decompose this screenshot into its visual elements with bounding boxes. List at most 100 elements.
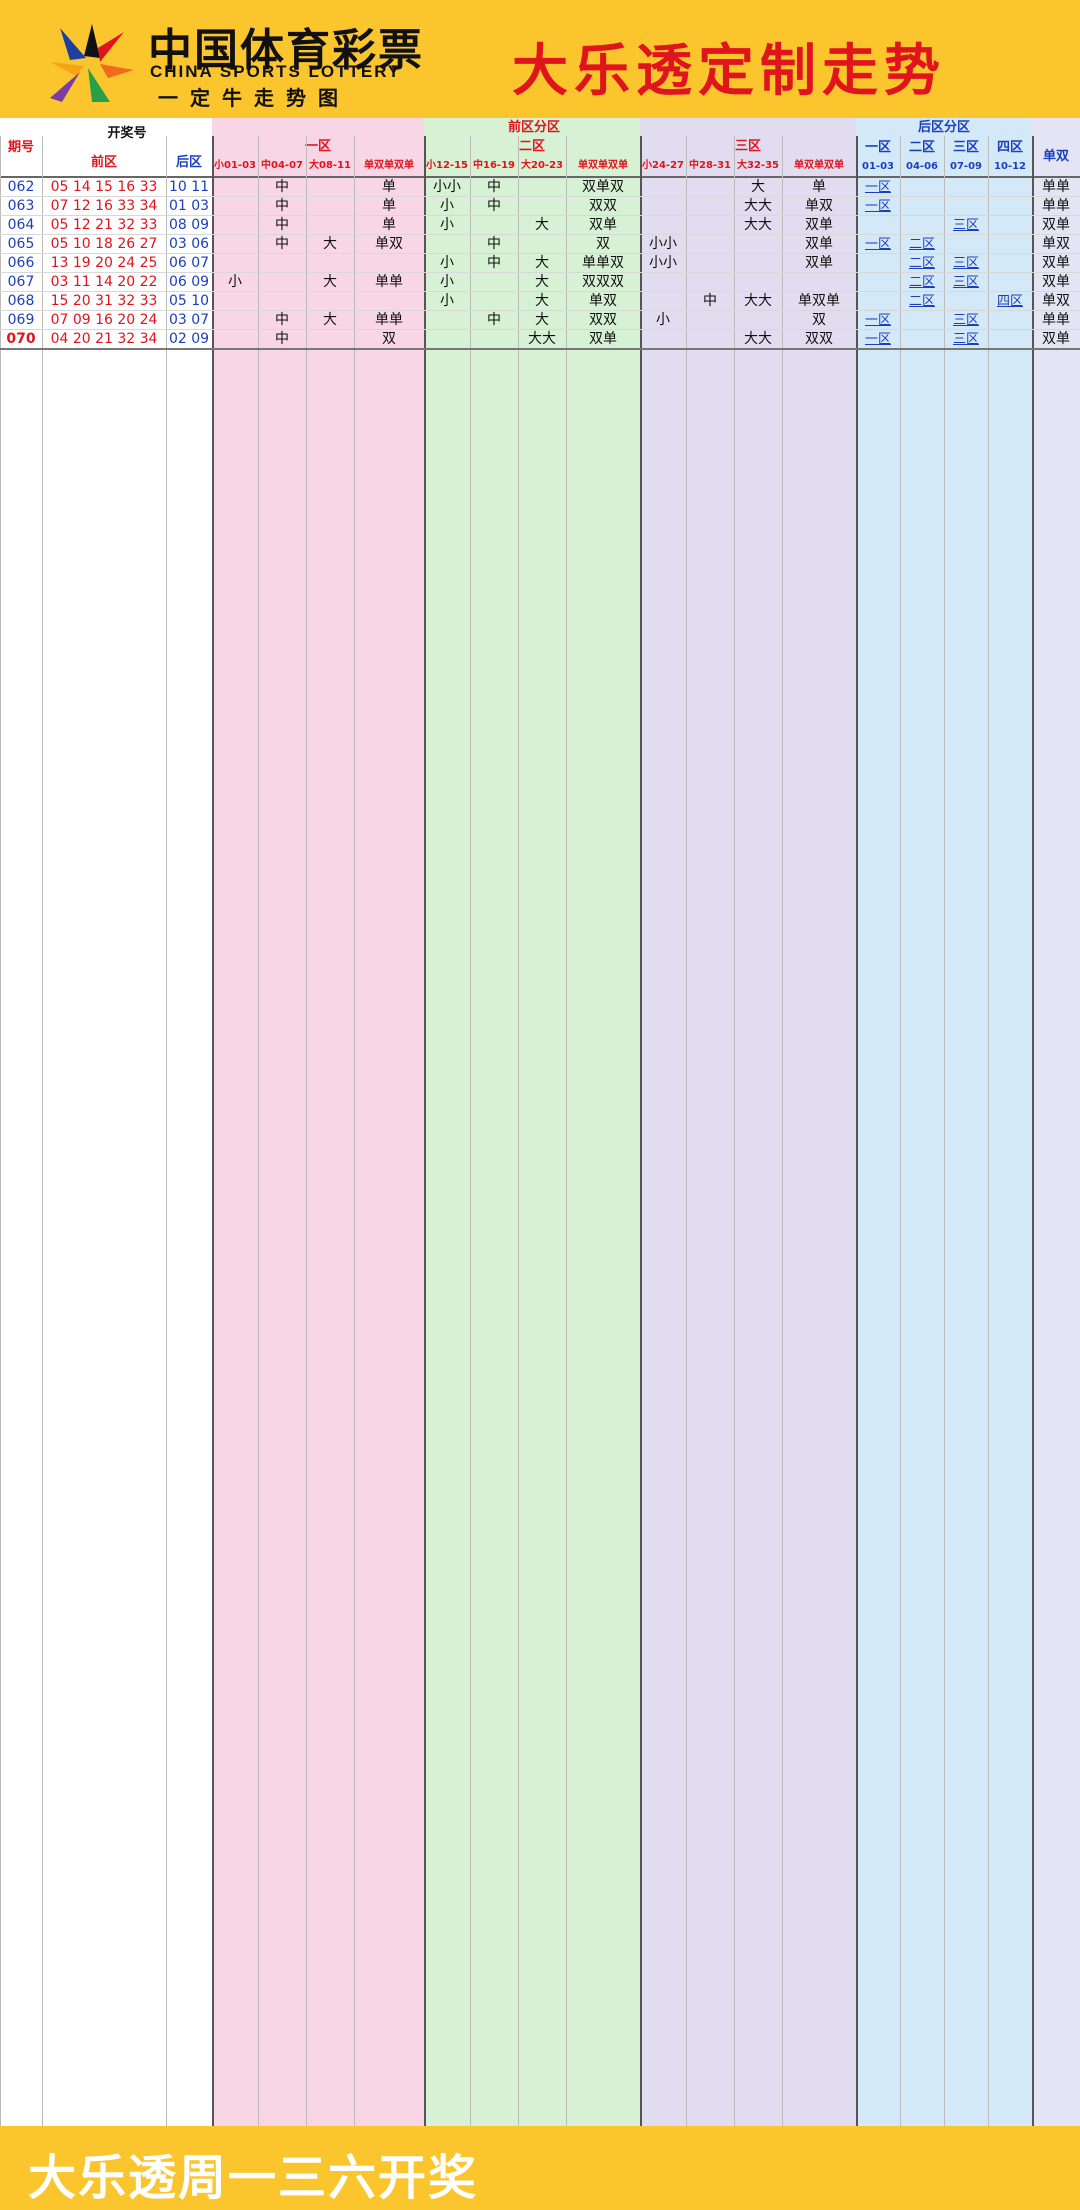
column-divider [856, 136, 858, 2126]
table-cell: 单双 [805, 198, 833, 214]
back-zone-header: 后区分区 [917, 119, 970, 135]
column-divider [900, 136, 901, 2126]
table-cell: 双单 [805, 236, 833, 252]
table-cell [470, 216, 518, 235]
table-cell: 三区 [952, 275, 979, 290]
zone-subheader: 大08-11 [309, 160, 351, 171]
table-cell: 小 [440, 198, 454, 214]
table-cell: 大大 [744, 217, 772, 233]
table-cell [518, 197, 566, 216]
table-cell: 大大 [744, 293, 772, 309]
table-cell [640, 273, 686, 292]
table-cell: 单双 [589, 293, 617, 309]
back-zone-subheader: 三区 [952, 139, 979, 155]
table-cell: 中 [275, 312, 289, 328]
table-cell [686, 311, 734, 330]
table-cell [734, 273, 782, 292]
zone2-background [424, 118, 640, 2126]
table-cell: 小 [228, 274, 242, 290]
table-cell: 08 09 [168, 217, 210, 233]
table-cell: 双双 [805, 331, 833, 347]
column-divider [782, 136, 783, 2126]
table-cell [734, 254, 782, 273]
table-cell: 双 [812, 312, 826, 328]
draw-number-header: 开奖号 [107, 125, 147, 141]
row-divider [0, 272, 1080, 273]
table-cell: 双单 [1042, 331, 1070, 347]
zone-subheader: 中04-07 [261, 160, 303, 171]
table-cell: 双 [596, 236, 610, 252]
table-cell: 小 [440, 293, 454, 309]
table-cell: 中 [703, 293, 717, 309]
table-cell: 067 [7, 274, 35, 290]
back-zone-subheader: 二区 [908, 139, 935, 155]
table-cell: 双双双 [582, 274, 624, 290]
table-cell [734, 311, 782, 330]
table-cell [470, 292, 518, 311]
table-cell [988, 254, 1032, 273]
column-divider [686, 136, 687, 2126]
table-cell: 二区 [908, 294, 935, 309]
table-cell: 中 [487, 179, 501, 195]
zone-subheader: 中16-19 [473, 160, 515, 171]
table-cell: 15 20 31 32 33 [50, 293, 158, 309]
table-cell: 三区 [952, 256, 979, 271]
zone-subheader: 大32-35 [737, 160, 779, 171]
row-divider [0, 253, 1080, 254]
table-cell [856, 273, 900, 292]
table-cell: 双单 [1042, 217, 1070, 233]
row-divider [0, 310, 1080, 311]
table-cell: 04 20 21 32 34 [50, 331, 158, 347]
table-cell: 065 [7, 236, 35, 252]
table-cell: 070 [6, 331, 36, 347]
table-cell [212, 197, 258, 216]
logo-subtitle: 一定牛走势图 [158, 86, 350, 110]
odd-even-header: 单双 [1042, 148, 1069, 164]
zone-subheader: 小12-15 [426, 160, 468, 171]
table-cell: 大 [535, 217, 549, 233]
table-cell: 单单 [1042, 198, 1070, 214]
table-cell [212, 254, 258, 273]
column-divider [354, 136, 355, 2126]
table-cell: 069 [7, 312, 35, 328]
table-cell: 中 [275, 198, 289, 214]
table-cell: 大 [323, 274, 337, 290]
row-divider [0, 234, 1080, 235]
zone-subheader: 单双单双单 [364, 160, 414, 171]
column-divider [306, 136, 307, 2126]
table-cell: 大 [535, 293, 549, 309]
table-cell [686, 235, 734, 254]
column-divider [640, 136, 642, 2126]
back-area-header: 后区 [175, 154, 202, 170]
table-cell [988, 216, 1032, 235]
table-cell: 05 14 15 16 33 [50, 179, 158, 195]
table-cell: 一区 [864, 332, 891, 347]
table-cell: 双 [382, 331, 396, 347]
front-area-header: 前区 [90, 154, 117, 170]
table-cell [988, 178, 1032, 197]
table-cell [900, 197, 944, 216]
table-cell: 05 10 [168, 293, 210, 309]
table-cell [856, 292, 900, 311]
table-cell [782, 273, 856, 292]
table-cell: 一区 [864, 199, 891, 214]
table-cell: 大 [535, 255, 549, 271]
header-divider [0, 176, 1080, 178]
table-cell: 三区 [952, 332, 979, 347]
column-divider [944, 136, 945, 2126]
zone2-header: 二区 [518, 138, 545, 154]
column-divider [470, 136, 471, 2126]
table-cell: 068 [7, 293, 35, 309]
table-cell [518, 235, 566, 254]
table-cell [900, 216, 944, 235]
table-cell: 01 03 [168, 198, 210, 214]
table-cell [640, 178, 686, 197]
zone1-header: 一区 [304, 138, 331, 154]
page-title: 大乐透定制走势 [512, 38, 946, 104]
table-cell: 10 11 [168, 179, 210, 195]
table-cell: 二区 [908, 256, 935, 271]
table-cell: 一区 [864, 237, 891, 252]
table-cell [686, 178, 734, 197]
logo-english-text: CHINA SPORTS LOTTERY [150, 62, 402, 81]
table-cell: 单 [382, 198, 396, 214]
